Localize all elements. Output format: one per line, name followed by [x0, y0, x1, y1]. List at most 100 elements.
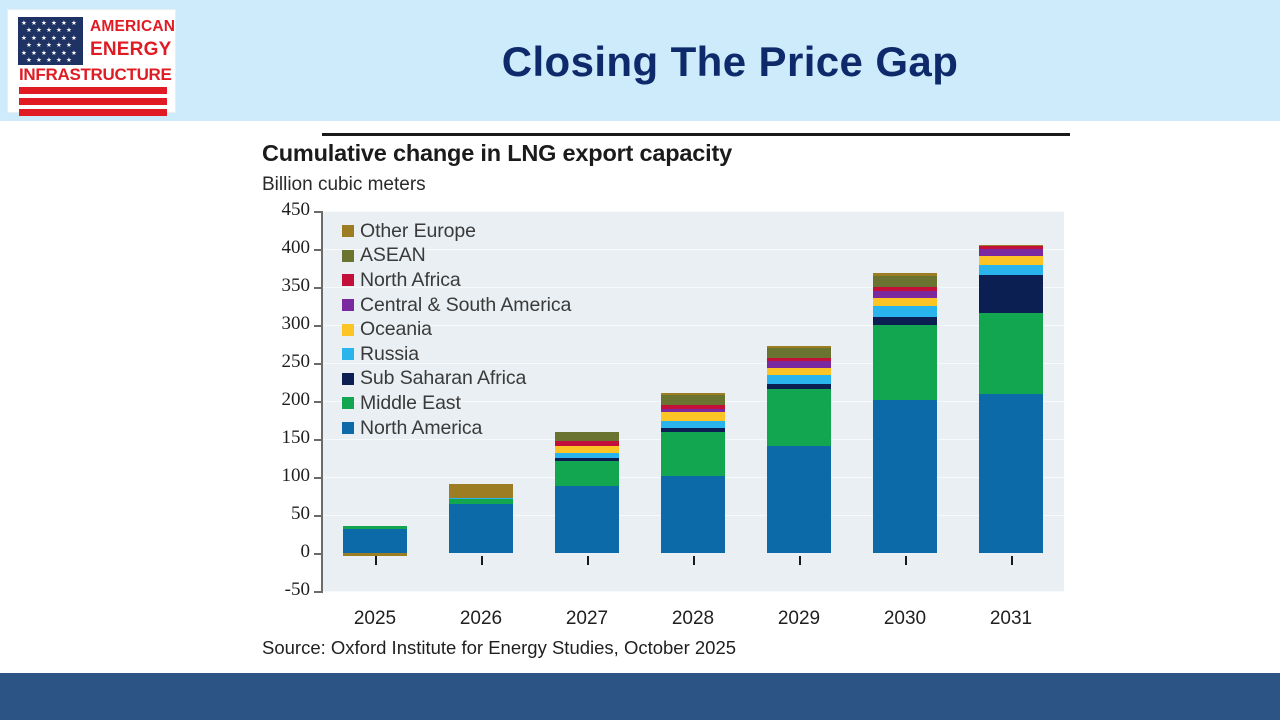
star-icon: ★ [46, 41, 52, 50]
bar-segment[interactable] [661, 476, 725, 553]
x-axis-tick-label: 2029 [777, 608, 821, 629]
bar-segment[interactable] [555, 461, 619, 487]
y-axis-tick [314, 325, 323, 327]
bar-stack[interactable] [661, 211, 725, 591]
bar-segment[interactable] [979, 274, 1043, 313]
logo-line-energy: ENERGY [90, 39, 172, 60]
bar-segment[interactable] [661, 392, 725, 395]
bar-segment[interactable] [979, 245, 1043, 246]
bar-stack[interactable] [343, 211, 407, 591]
star-icon: ★ [36, 56, 42, 64]
bar-segment[interactable] [555, 440, 619, 446]
star-icon: ★ [41, 48, 47, 57]
bar-segment[interactable] [873, 400, 937, 553]
bar-segment[interactable] [767, 384, 831, 389]
slide-footer-band [0, 673, 1280, 720]
bar-segment[interactable] [555, 486, 619, 553]
legend-item[interactable]: North Africa [342, 268, 642, 293]
bar-segment[interactable] [661, 404, 725, 410]
bar-segment[interactable] [767, 361, 831, 368]
bar-segment[interactable] [343, 525, 407, 529]
bar-segment[interactable] [767, 346, 831, 348]
bar-stack[interactable] [873, 211, 937, 591]
bar-segment[interactable] [767, 375, 831, 385]
y-axis-tick [314, 439, 323, 441]
bar-segment[interactable] [767, 357, 831, 362]
legend-label: Other Europe [360, 219, 476, 242]
star-icon: ★ [56, 56, 62, 64]
y-axis-tick [314, 477, 323, 479]
bar-segment[interactable] [873, 325, 937, 401]
star-icon: ★ [26, 26, 32, 35]
bar-segment[interactable] [767, 445, 831, 553]
star-icon: ★ [31, 48, 37, 57]
bar-segment[interactable] [449, 499, 513, 505]
bar-segment[interactable] [767, 367, 831, 376]
legend-item[interactable]: Other Europe [342, 219, 642, 244]
bar-segment[interactable] [555, 453, 619, 458]
bar-segment[interactable] [979, 312, 1043, 395]
bar-stack[interactable] [767, 211, 831, 591]
bar-stack[interactable] [449, 211, 513, 591]
star-icon: ★ [21, 33, 27, 42]
bar-stack[interactable] [555, 211, 619, 591]
star-icon: ★ [71, 19, 77, 27]
bar-segment[interactable] [449, 504, 513, 553]
y-axis-tick [314, 363, 323, 365]
bar-segment[interactable] [873, 297, 937, 306]
legend-item[interactable]: Oceania [342, 317, 642, 342]
bar-segment[interactable] [343, 553, 407, 557]
bar-segment[interactable] [979, 245, 1043, 249]
x-axis-tick [481, 556, 483, 565]
legend-swatch [342, 372, 354, 385]
legend-item[interactable]: ASEAN [342, 244, 642, 269]
bar-segment[interactable] [873, 287, 937, 291]
bar-segment[interactable] [661, 409, 725, 413]
x-axis-tick [693, 556, 695, 565]
bar-segment[interactable] [555, 445, 619, 454]
bar-segment[interactable] [979, 249, 1043, 256]
bar-segment[interactable] [979, 394, 1043, 553]
bar-segment[interactable] [767, 347, 831, 358]
bar-segment[interactable] [449, 497, 513, 500]
bar-segment[interactable] [873, 317, 937, 325]
bar-segment[interactable] [767, 388, 831, 446]
x-axis-tick-label: 2027 [565, 608, 609, 629]
bar-segment[interactable] [343, 528, 407, 553]
star-icon: ★ [66, 26, 72, 35]
legend-swatch [342, 397, 354, 410]
bar-segment[interactable] [979, 255, 1043, 265]
slide-header-band: ★ ★ ★ ★ ★ ★ ★ ★ ★ ★ ★ ★ ★ ★ ★ ★ ★ ★ ★ ★ ★ ★ ★ ★ ★ ★ ★ ★ ★ ★ ★ ★ ★ AMERIC… [0, 0, 1280, 121]
bar-segment[interactable] [555, 432, 619, 441]
x-axis-tick [1011, 556, 1013, 565]
gridline [322, 325, 1064, 326]
x-axis-tick [905, 556, 907, 565]
legend-item[interactable]: Middle East [342, 391, 642, 416]
bar-segment[interactable] [979, 264, 1043, 275]
bar-segment[interactable] [873, 272, 937, 277]
legend-item[interactable]: Sub Saharan Africa [342, 367, 642, 392]
bar-segment[interactable] [661, 412, 725, 421]
bar-segment[interactable] [873, 276, 937, 287]
bar-segment[interactable] [449, 483, 513, 498]
star-icon: ★ [71, 33, 77, 42]
bar-segment[interactable] [873, 290, 937, 298]
bar-segment[interactable] [661, 432, 725, 477]
legend-item[interactable]: Central & South America [342, 293, 642, 318]
gridline [322, 287, 1064, 288]
star-icon: ★ [31, 33, 37, 42]
bar-segment[interactable] [555, 458, 619, 462]
bar-segment[interactable] [661, 420, 725, 429]
bar-segment[interactable] [661, 394, 725, 405]
gridline [322, 363, 1064, 364]
legend-label: Sub Saharan Africa [360, 367, 527, 390]
y-axis-tick [314, 287, 323, 289]
bar-segment[interactable] [873, 306, 937, 318]
bar-segment[interactable] [661, 428, 725, 433]
bar-stack[interactable] [979, 211, 1043, 591]
star-icon: ★ [21, 48, 27, 57]
legend-item[interactable]: Russia [342, 342, 642, 367]
x-axis-tick [587, 556, 589, 565]
x-axis-tick [375, 556, 377, 565]
legend-item[interactable]: North America [342, 416, 642, 441]
